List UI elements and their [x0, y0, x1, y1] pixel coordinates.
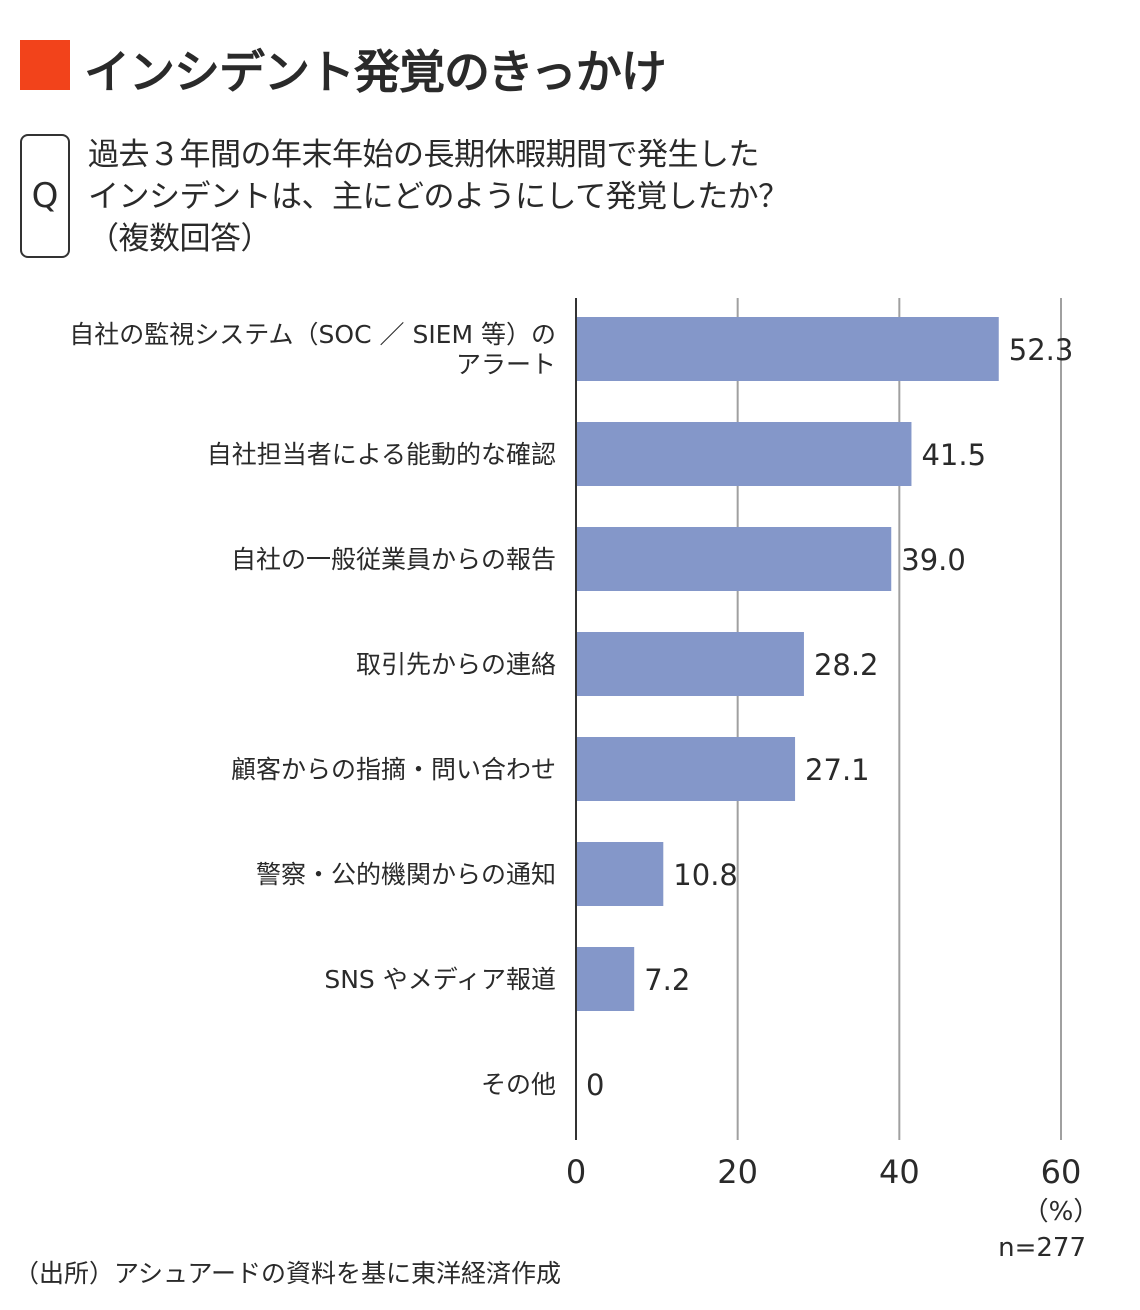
bar: [576, 947, 635, 1011]
category-label: 自社の監視システム（SOC ／ SIEM 等）の: [69, 320, 556, 349]
bar: [576, 422, 912, 486]
category-label: 警察・公的機関からの通知: [256, 860, 556, 889]
data-label: 27.1: [805, 753, 870, 787]
category-label: SNS やメディア報道: [324, 965, 556, 994]
category-label: 取引先からの連絡: [356, 650, 556, 679]
x-tick-label: 20: [717, 1153, 758, 1191]
category-label: 自社の一般従業員からの報告: [231, 545, 556, 574]
x-tick-label: 40: [879, 1153, 920, 1191]
category-label: アラート: [456, 350, 556, 379]
bar: [576, 632, 804, 696]
chart-title: インシデント発覚のきっかけ: [84, 45, 667, 99]
bar: [576, 527, 892, 591]
bar: [576, 317, 999, 381]
source-note: （出所）アシュアードの資料を基に東洋経済作成: [14, 1259, 562, 1288]
data-label: 41.5: [921, 438, 986, 472]
data-label: 10.8: [673, 858, 738, 892]
category-label: 顧客からの指摘・問い合わせ: [231, 755, 556, 784]
sample-size-label: n=277: [998, 1233, 1086, 1263]
data-label: 39.0: [901, 543, 966, 577]
x-tick-label: 0: [566, 1153, 586, 1191]
x-tick-label: 60: [1041, 1153, 1082, 1191]
bar: [576, 842, 664, 906]
data-label: 0: [586, 1068, 604, 1102]
unit-label: （%）: [1023, 1197, 1100, 1227]
data-label: 7.2: [644, 963, 690, 997]
category-label: 自社担当者による能動的な確認: [207, 440, 556, 469]
category-label: その他: [481, 1070, 556, 1099]
bar: [576, 737, 796, 801]
data-label: 28.2: [814, 648, 879, 682]
question-text: 過去３年間の年末年始の長期休暇期間で発生した インシデントは、主にどのようにして…: [88, 137, 789, 257]
title-marker: [20, 40, 70, 90]
question-badge: Q: [20, 134, 70, 258]
data-label: 52.3: [1009, 333, 1074, 367]
